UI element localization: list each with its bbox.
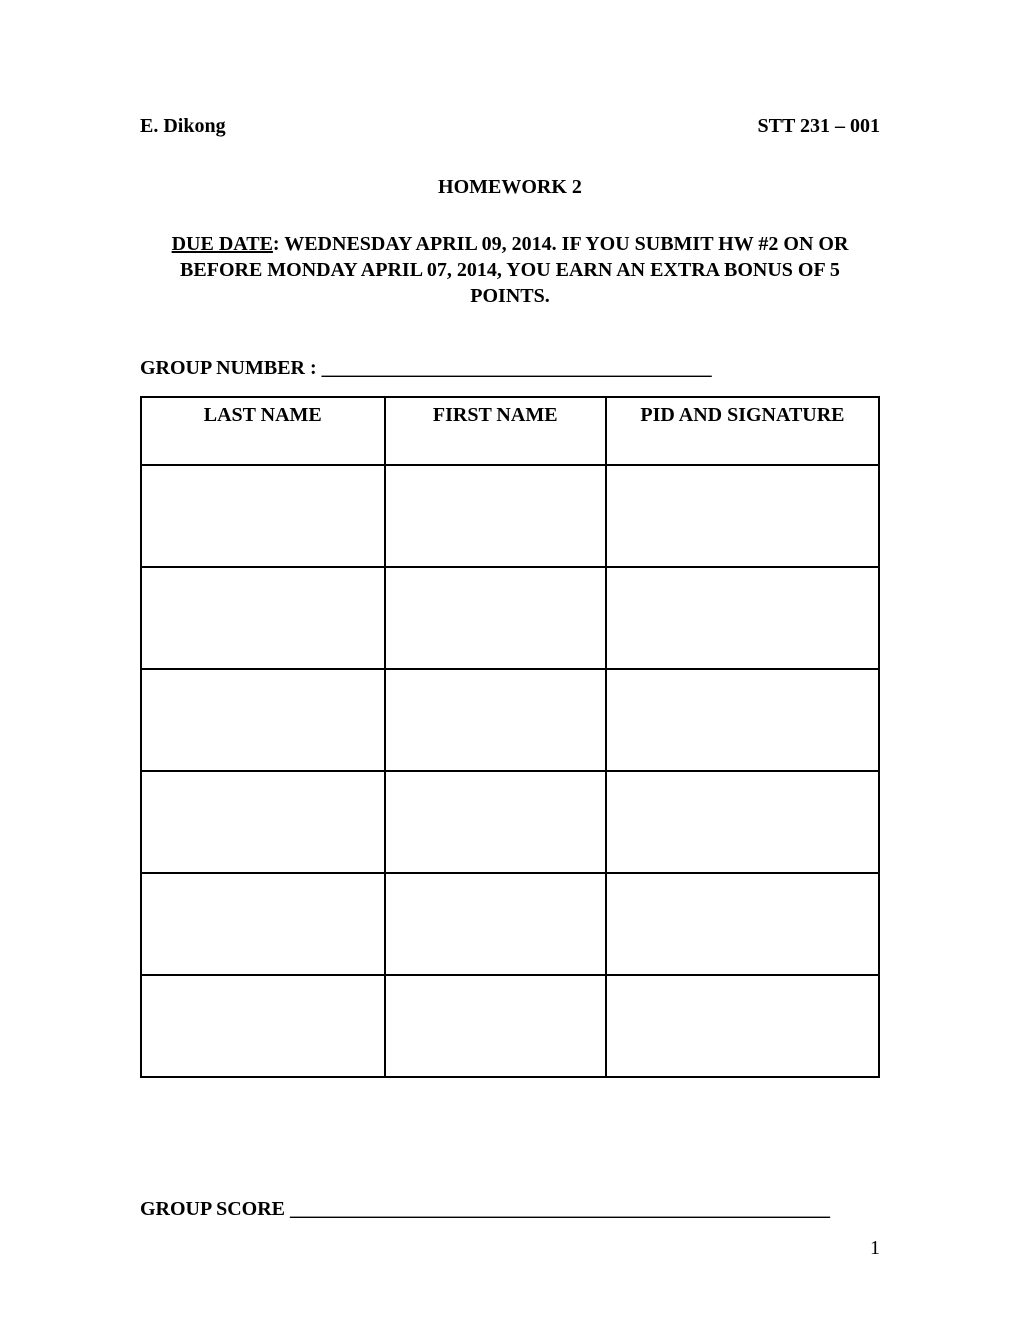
cell-last-name xyxy=(141,873,385,975)
table-row xyxy=(141,567,879,669)
group-number-label: GROUP NUMBER : xyxy=(140,357,322,379)
cell-last-name xyxy=(141,669,385,771)
cell-last-name xyxy=(141,975,385,1077)
due-date-block: DUE DATE: WEDNESDAY APRIL 09, 2014. IF Y… xyxy=(140,231,880,309)
cell-first-name xyxy=(385,669,606,771)
due-date-label: DUE DATE xyxy=(172,233,273,255)
group-score-line: GROUP SCORE ____________________________… xyxy=(140,1198,880,1221)
cell-pid xyxy=(606,669,879,771)
group-score-blank: ________________________________________… xyxy=(290,1198,830,1220)
cell-pid xyxy=(606,873,879,975)
col-header-first-name: FIRST NAME xyxy=(385,397,606,465)
table-row xyxy=(141,975,879,1077)
homework-title: HOMEWORK 2 xyxy=(140,176,880,199)
table-row xyxy=(141,873,879,975)
col-header-pid: PID AND SIGNATURE xyxy=(606,397,879,465)
table-header-row: LAST NAME FIRST NAME PID AND SIGNATURE xyxy=(141,397,879,465)
cell-last-name xyxy=(141,771,385,873)
cell-first-name xyxy=(385,975,606,1077)
table-row xyxy=(141,771,879,873)
cell-first-name xyxy=(385,465,606,567)
page-container: E. Dikong STT 231 – 001 HOMEWORK 2 DUE D… xyxy=(0,0,1020,1281)
cell-last-name xyxy=(141,465,385,567)
cell-pid xyxy=(606,975,879,1077)
cell-first-name xyxy=(385,567,606,669)
author-name: E. Dikong xyxy=(140,115,226,138)
page-number: 1 xyxy=(870,1237,880,1260)
course-code: STT 231 – 001 xyxy=(758,115,880,138)
cell-pid xyxy=(606,465,879,567)
cell-first-name xyxy=(385,873,606,975)
signup-table: LAST NAME FIRST NAME PID AND SIGNATURE xyxy=(140,396,880,1078)
group-number-blank: _______________________________________ xyxy=(322,357,712,379)
header-line: E. Dikong STT 231 – 001 xyxy=(140,115,880,138)
group-score-label: GROUP SCORE xyxy=(140,1198,290,1220)
cell-first-name xyxy=(385,771,606,873)
table-row xyxy=(141,669,879,771)
cell-last-name xyxy=(141,567,385,669)
col-header-last-name: LAST NAME xyxy=(141,397,385,465)
table-row xyxy=(141,465,879,567)
table-body xyxy=(141,465,879,1077)
due-date-text: : WEDNESDAY APRIL 09, 2014. IF YOU SUBMI… xyxy=(180,233,848,307)
group-number-line: GROUP NUMBER : _________________________… xyxy=(140,357,880,380)
cell-pid xyxy=(606,567,879,669)
cell-pid xyxy=(606,771,879,873)
